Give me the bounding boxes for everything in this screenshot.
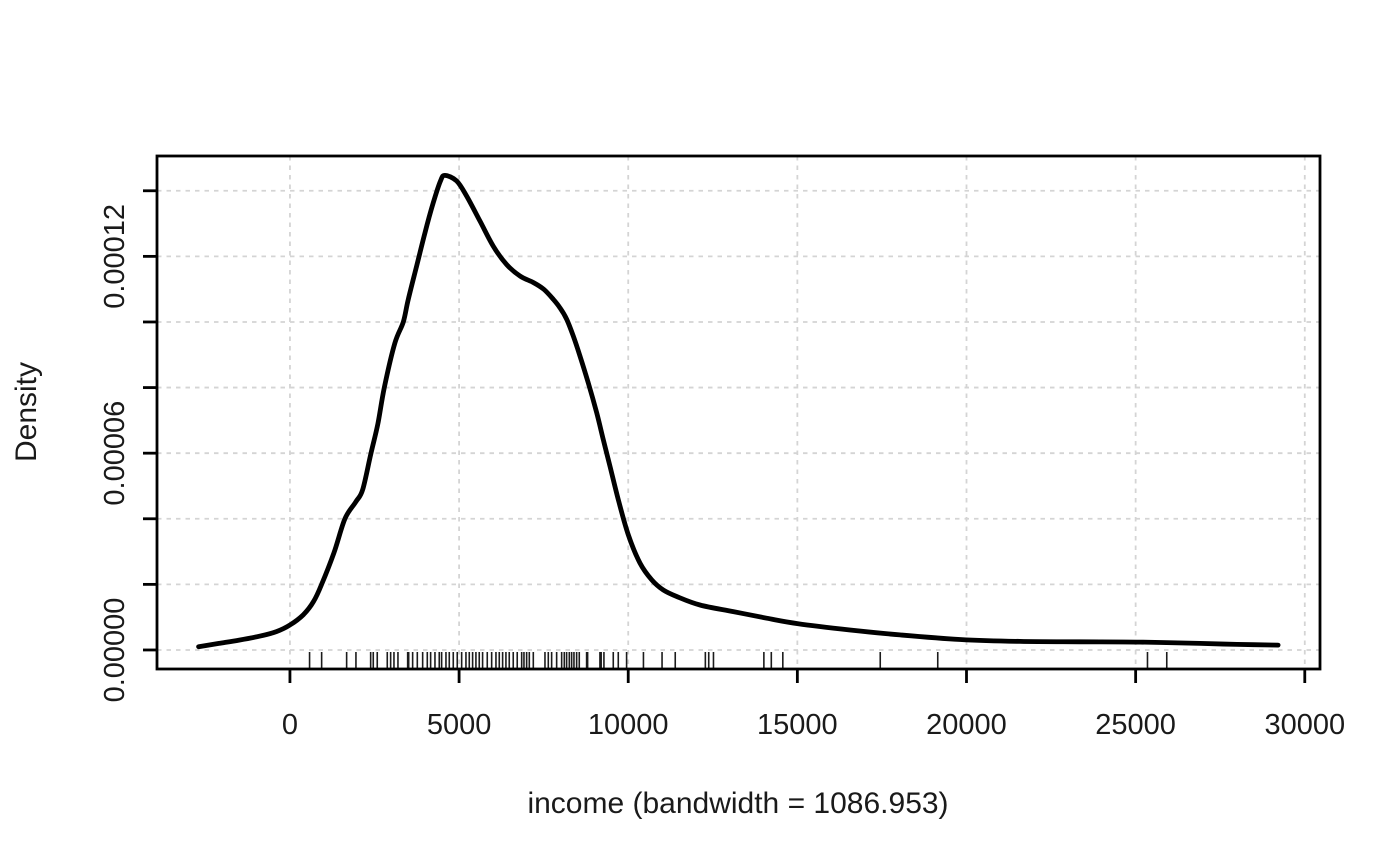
y-axis-title: Density (10, 362, 43, 462)
x-axis-title: income (bandwidth = 1086.953) (527, 787, 948, 820)
plot-box-layer (155, 154, 1322, 671)
x-tick-label: 25000 (1095, 709, 1176, 741)
y-tick-label: 0.00000 (99, 598, 131, 703)
x-tick-label: 30000 (1264, 709, 1345, 741)
x-tick-label: 20000 (926, 709, 1007, 741)
plot-border (155, 154, 1322, 671)
density-curve (196, 173, 1281, 650)
x-tick-label: 15000 (757, 709, 838, 741)
curve-layer (196, 173, 1281, 650)
y-tick-label: 0.00012 (99, 204, 131, 309)
rug-layer (308, 652, 1168, 669)
grid-layer (157, 156, 1320, 669)
x-tick-label: 5000 (427, 709, 492, 741)
x-tick-label: 0 (282, 709, 298, 741)
y-tick-label: 0.00006 (99, 401, 131, 506)
tick-label-layer: 0 5000 10000 15000 20000 25000 30000 0.00000 0.0… (99, 204, 1345, 741)
x-tick-label: 10000 (588, 709, 669, 741)
tick-layer (143, 189, 1307, 683)
